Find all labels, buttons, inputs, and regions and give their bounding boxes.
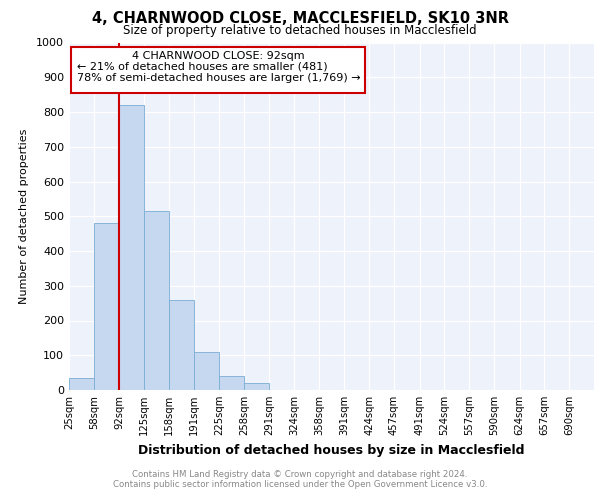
Bar	[119, 105, 144, 390]
Text: Size of property relative to detached houses in Macclesfield: Size of property relative to detached ho…	[123, 24, 477, 37]
Text: ← 21% of detached houses are smaller (481): ← 21% of detached houses are smaller (48…	[77, 62, 327, 72]
X-axis label: Distribution of detached houses by size in Macclesfield: Distribution of detached houses by size …	[138, 444, 525, 456]
Text: Contains HM Land Registry data © Crown copyright and database right 2024.
Contai: Contains HM Land Registry data © Crown c…	[113, 470, 487, 489]
Text: 78% of semi-detached houses are larger (1,769) →: 78% of semi-detached houses are larger (…	[77, 73, 360, 83]
Bar	[220, 376, 244, 390]
Bar	[244, 383, 269, 390]
Y-axis label: Number of detached properties: Number of detached properties	[19, 128, 29, 304]
FancyBboxPatch shape	[71, 46, 365, 93]
Bar	[144, 211, 169, 390]
Bar	[194, 352, 220, 390]
Text: 4 CHARNWOOD CLOSE: 92sqm: 4 CHARNWOOD CLOSE: 92sqm	[131, 51, 304, 61]
Bar	[169, 300, 194, 390]
Bar	[94, 223, 119, 390]
Bar	[69, 378, 94, 390]
Text: 4, CHARNWOOD CLOSE, MACCLESFIELD, SK10 3NR: 4, CHARNWOOD CLOSE, MACCLESFIELD, SK10 3…	[91, 11, 509, 26]
